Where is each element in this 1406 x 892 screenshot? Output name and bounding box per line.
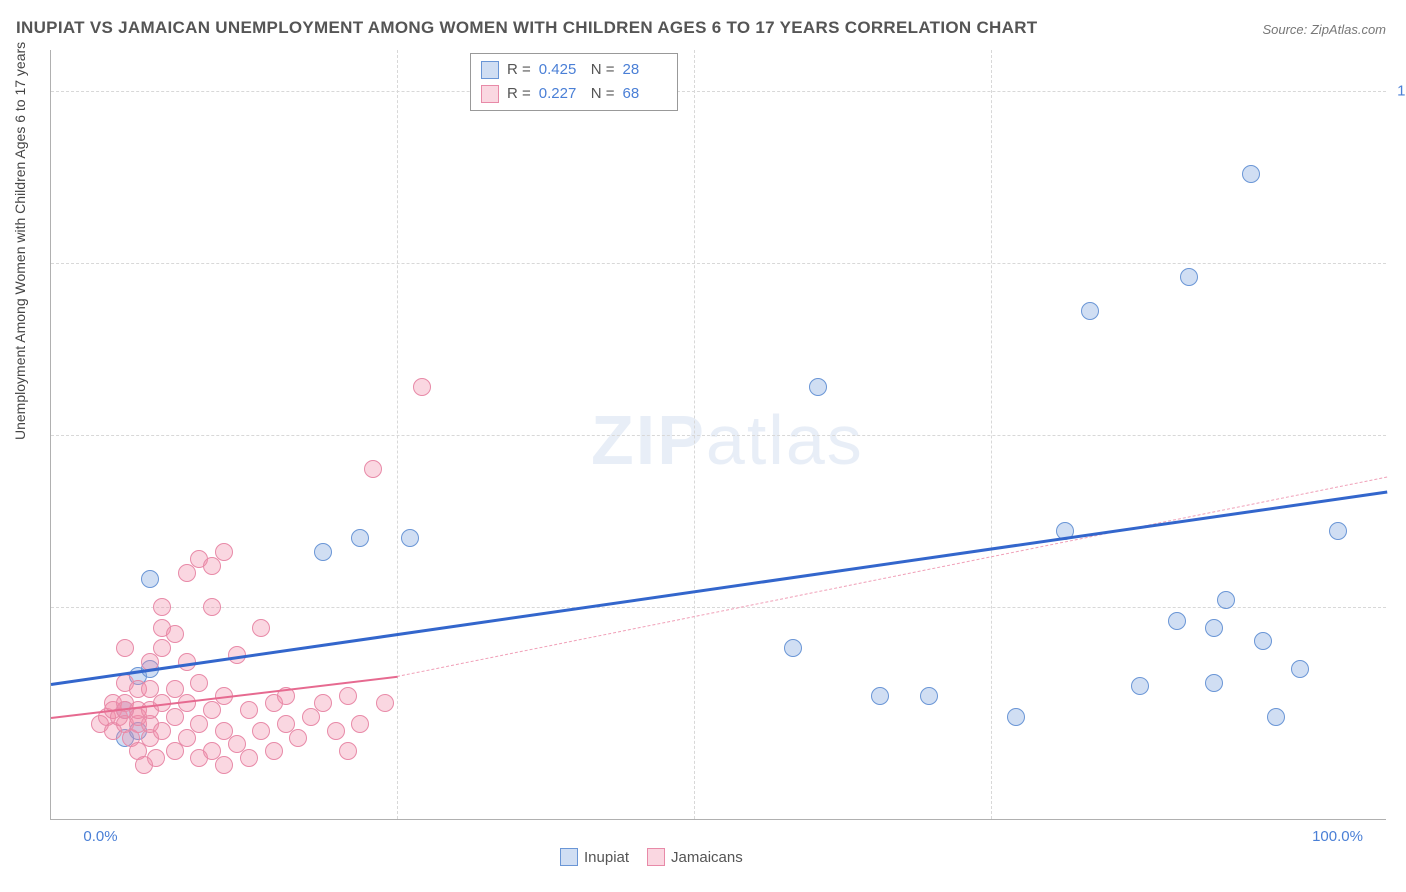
data-point	[190, 715, 208, 733]
data-point	[252, 722, 270, 740]
data-point	[215, 543, 233, 561]
stats-row: R = 0.425 N = 28	[481, 58, 667, 82]
n-value: 68	[623, 82, 667, 106]
legend-item: Inupiat	[560, 848, 629, 866]
data-point	[784, 639, 802, 657]
data-point	[1081, 302, 1099, 320]
plot-area: ZIPatlas 25.0%50.0%75.0%100.0%0.0%100.0%	[50, 50, 1386, 820]
ytick-label: 25.0%	[1393, 598, 1406, 615]
data-point	[265, 742, 283, 760]
data-point	[1217, 591, 1235, 609]
data-point	[809, 378, 827, 396]
data-point	[215, 756, 233, 774]
data-point	[314, 694, 332, 712]
trend-line	[51, 490, 1387, 685]
data-point	[252, 619, 270, 637]
xtick-label: 100.0%	[1312, 828, 1363, 845]
data-point	[339, 742, 357, 760]
stats-swatch	[481, 61, 499, 79]
chart-title: INUPIAT VS JAMAICAN UNEMPLOYMENT AMONG W…	[16, 18, 1037, 38]
r-value: 0.425	[539, 58, 583, 82]
data-point	[1205, 674, 1223, 692]
data-point	[153, 639, 171, 657]
data-point	[153, 722, 171, 740]
data-point	[920, 687, 938, 705]
r-label: R =	[507, 58, 531, 82]
data-point	[1007, 708, 1025, 726]
watermark: ZIPatlas	[591, 400, 864, 480]
data-point	[871, 687, 889, 705]
stats-swatch	[481, 85, 499, 103]
data-point	[178, 729, 196, 747]
series-legend: Inupiat Jamaicans	[560, 848, 743, 866]
data-point	[289, 729, 307, 747]
data-point	[351, 529, 369, 547]
data-point	[240, 701, 258, 719]
data-point	[364, 460, 382, 478]
gridline-v	[397, 50, 398, 819]
data-point	[339, 687, 357, 705]
data-point	[116, 639, 134, 657]
trend-line	[397, 476, 1387, 676]
gridline-v	[694, 50, 695, 819]
data-point	[1254, 632, 1272, 650]
gridline-h	[51, 607, 1386, 608]
ytick-label: 100.0%	[1393, 83, 1406, 100]
stats-legend: R = 0.425 N = 28 R = 0.227 N = 68	[470, 53, 678, 111]
legend-label: Inupiat	[584, 849, 629, 866]
data-point	[1180, 268, 1198, 286]
gridline-h	[51, 435, 1386, 436]
data-point	[1168, 612, 1186, 630]
gridline-v	[991, 50, 992, 819]
data-point	[190, 674, 208, 692]
data-point	[1242, 165, 1260, 183]
gridline-h	[51, 263, 1386, 264]
r-label: R =	[507, 82, 531, 106]
y-axis-label: Unemployment Among Women with Children A…	[12, 42, 28, 440]
n-label: N =	[591, 82, 615, 106]
data-point	[240, 749, 258, 767]
data-point	[351, 715, 369, 733]
stats-row: R = 0.227 N = 68	[481, 82, 667, 106]
n-value: 28	[623, 58, 667, 82]
data-point	[302, 708, 320, 726]
r-value: 0.227	[539, 82, 583, 106]
n-label: N =	[591, 58, 615, 82]
data-point	[147, 749, 165, 767]
ytick-label: 75.0%	[1393, 255, 1406, 272]
data-point	[153, 598, 171, 616]
data-point	[203, 598, 221, 616]
data-point	[413, 378, 431, 396]
data-point	[141, 570, 159, 588]
ytick-label: 50.0%	[1393, 427, 1406, 444]
data-point	[166, 625, 184, 643]
data-point	[1205, 619, 1223, 637]
data-point	[1329, 522, 1347, 540]
legend-swatch	[647, 848, 665, 866]
gridline-h	[51, 91, 1386, 92]
data-point	[1291, 660, 1309, 678]
data-point	[376, 694, 394, 712]
data-point	[1267, 708, 1285, 726]
xtick-label: 0.0%	[83, 828, 117, 845]
watermark-bold: ZIP	[591, 401, 706, 479]
data-point	[1131, 677, 1149, 695]
data-point	[178, 564, 196, 582]
legend-swatch	[560, 848, 578, 866]
watermark-thin: atlas	[706, 401, 864, 479]
legend-label: Jamaicans	[671, 849, 743, 866]
source-label: Source: ZipAtlas.com	[1262, 22, 1386, 37]
legend-item: Jamaicans	[647, 848, 743, 866]
data-point	[314, 543, 332, 561]
data-point	[401, 529, 419, 547]
data-point	[327, 722, 345, 740]
correlation-chart: INUPIAT VS JAMAICAN UNEMPLOYMENT AMONG W…	[0, 0, 1406, 892]
